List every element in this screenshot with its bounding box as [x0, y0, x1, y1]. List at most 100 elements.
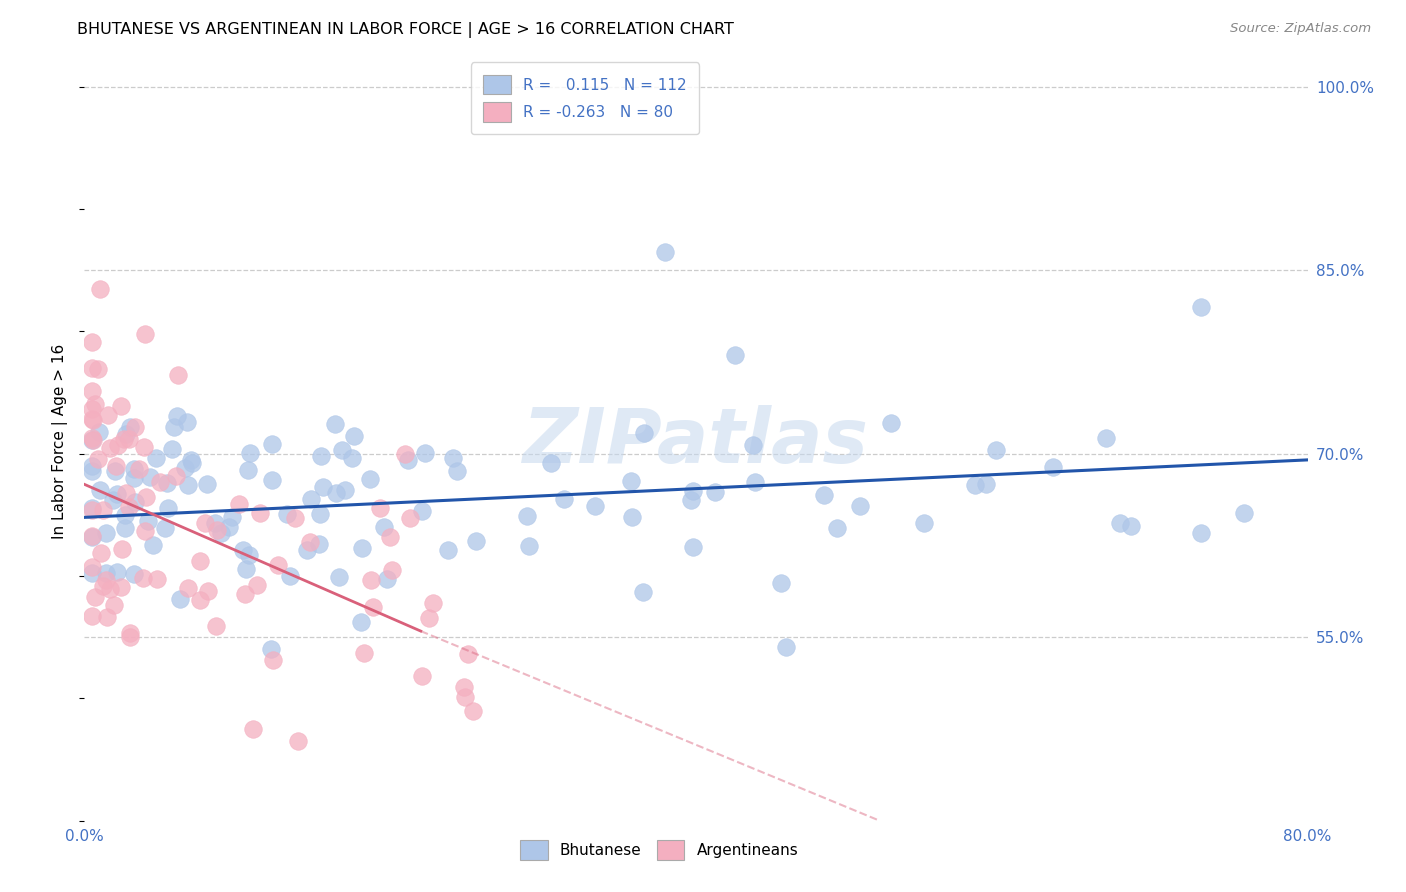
- Point: [98, 582, 121, 596]
- Point: [965, 478, 987, 492]
- Point: [96, 610, 118, 624]
- Point: [94, 573, 117, 587]
- Point: [232, 542, 254, 557]
- Point: [398, 510, 420, 524]
- Point: [135, 490, 157, 504]
- Point: [153, 520, 176, 534]
- Point: [80, 433, 103, 447]
- Point: [361, 599, 384, 614]
- Point: [94, 566, 117, 580]
- Point: [984, 442, 1007, 457]
- Point: [118, 420, 141, 434]
- Point: [378, 530, 401, 544]
- Point: [157, 501, 180, 516]
- Text: ZIPatlas: ZIPatlas: [523, 405, 869, 478]
- Point: [82, 433, 104, 447]
- Point: [1119, 519, 1142, 533]
- Point: [89, 483, 111, 498]
- Point: [80, 458, 103, 473]
- Point: [105, 487, 128, 501]
- Point: [124, 566, 146, 581]
- Point: [704, 485, 727, 500]
- Point: [82, 503, 104, 517]
- Point: [260, 437, 283, 451]
- Point: [134, 326, 156, 341]
- Point: [228, 498, 250, 512]
- Point: [132, 571, 155, 585]
- Point: [82, 361, 104, 376]
- Point: [80, 334, 103, 349]
- Point: [235, 562, 257, 576]
- Point: [221, 510, 243, 524]
- Point: [375, 572, 398, 586]
- Point: [298, 535, 321, 549]
- Point: [124, 495, 146, 509]
- Point: [112, 432, 135, 446]
- Point: [359, 473, 381, 487]
- Point: [218, 520, 240, 534]
- Point: [181, 456, 204, 470]
- Point: [352, 541, 374, 555]
- Point: [381, 563, 404, 577]
- Point: [583, 499, 606, 513]
- Point: [284, 511, 307, 525]
- Point: [136, 514, 159, 528]
- Point: [204, 516, 226, 530]
- Point: [1042, 460, 1064, 475]
- Y-axis label: In Labor Force | Age > 16: In Labor Force | Age > 16: [52, 344, 69, 539]
- Point: [396, 452, 419, 467]
- Point: [262, 653, 284, 667]
- Point: [180, 453, 202, 467]
- Point: [84, 590, 107, 604]
- Point: [373, 520, 395, 534]
- Point: [350, 615, 373, 630]
- Text: Source: ZipAtlas.com: Source: ZipAtlas.com: [1230, 22, 1371, 36]
- Point: [309, 449, 332, 463]
- Point: [80, 402, 103, 417]
- Point: [633, 584, 655, 599]
- Point: [145, 572, 167, 586]
- Point: [114, 486, 136, 500]
- Point: [1095, 431, 1118, 445]
- Point: [120, 625, 142, 640]
- Point: [540, 456, 562, 470]
- Point: [312, 480, 335, 494]
- Point: [103, 598, 125, 612]
- Point: [411, 668, 433, 682]
- Point: [188, 554, 211, 568]
- Point: [238, 549, 260, 563]
- Point: [441, 451, 464, 466]
- Point: [87, 425, 110, 439]
- Point: [80, 566, 103, 581]
- Point: [91, 502, 114, 516]
- Point: [149, 475, 172, 490]
- Point: [80, 384, 103, 398]
- Point: [325, 486, 347, 500]
- Point: [912, 516, 935, 530]
- Point: [340, 450, 363, 465]
- Point: [107, 438, 129, 452]
- Point: [974, 477, 997, 491]
- Point: [517, 539, 540, 553]
- Point: [368, 500, 391, 515]
- Point: [679, 492, 702, 507]
- Point: [84, 397, 107, 411]
- Point: [233, 587, 256, 601]
- Point: [620, 509, 643, 524]
- Point: [167, 368, 190, 383]
- Point: [249, 507, 271, 521]
- Point: [177, 478, 200, 492]
- Point: [80, 501, 103, 516]
- Point: [114, 508, 136, 523]
- Point: [122, 471, 145, 485]
- Point: [849, 499, 872, 513]
- Point: [446, 464, 468, 478]
- Point: [80, 529, 103, 543]
- Point: [453, 680, 475, 694]
- Point: [80, 464, 103, 478]
- Point: [411, 504, 433, 518]
- Point: [134, 524, 156, 538]
- Point: [308, 537, 330, 551]
- Point: [104, 458, 127, 473]
- Point: [239, 446, 262, 460]
